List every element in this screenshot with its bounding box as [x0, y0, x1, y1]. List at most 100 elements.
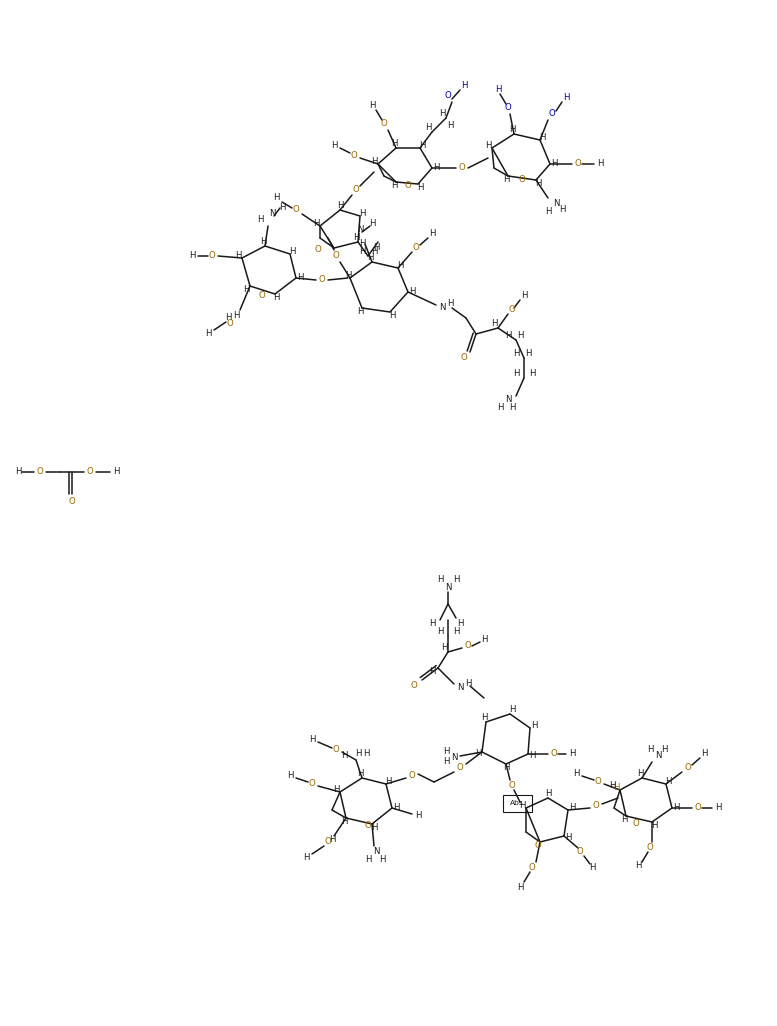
Text: H: H: [303, 854, 309, 863]
Text: H: H: [331, 141, 337, 150]
Text: H: H: [341, 751, 347, 760]
Text: O: O: [350, 152, 357, 160]
Text: H: H: [481, 635, 487, 644]
Text: H: H: [519, 801, 525, 811]
Text: O: O: [364, 822, 371, 830]
Text: H: H: [481, 713, 487, 722]
Text: O: O: [458, 163, 465, 172]
Text: H: H: [447, 299, 453, 308]
Text: H: H: [341, 817, 347, 826]
Text: H: H: [391, 182, 397, 191]
Text: H: H: [505, 330, 511, 340]
Text: H: H: [429, 668, 435, 676]
Text: H: H: [345, 271, 351, 279]
Text: H: H: [453, 576, 459, 585]
Text: H: H: [621, 815, 627, 824]
Text: H: H: [225, 314, 232, 322]
Text: O: O: [308, 780, 315, 789]
Text: N: N: [451, 753, 457, 762]
Text: Abs: Abs: [510, 800, 524, 806]
Text: O: O: [504, 104, 511, 113]
Text: H: H: [529, 751, 535, 760]
Text: H: H: [441, 643, 448, 653]
Text: O: O: [509, 306, 515, 315]
Text: H: H: [715, 803, 721, 813]
Text: O: O: [695, 803, 702, 813]
Text: H: H: [364, 856, 371, 865]
Text: O: O: [465, 641, 472, 650]
Text: O: O: [457, 763, 463, 773]
FancyBboxPatch shape: [503, 794, 531, 812]
Text: H: H: [509, 403, 515, 412]
Text: O: O: [444, 91, 451, 101]
Text: N: N: [457, 683, 463, 693]
Text: H: H: [613, 784, 619, 792]
Text: H: H: [485, 142, 491, 151]
Text: H: H: [465, 679, 471, 688]
Text: O: O: [405, 182, 411, 191]
Text: H: H: [433, 163, 439, 172]
Text: O: O: [293, 205, 299, 214]
Text: H: H: [636, 770, 643, 779]
Text: H: H: [565, 833, 571, 842]
Text: H: H: [273, 194, 279, 202]
Text: O: O: [518, 175, 525, 185]
Text: O: O: [535, 841, 542, 851]
Text: H: H: [531, 721, 537, 731]
Text: H: H: [353, 234, 359, 242]
Text: H: H: [369, 102, 375, 111]
Text: H: H: [388, 312, 395, 320]
Text: H: H: [308, 736, 315, 745]
Text: H: H: [491, 318, 497, 327]
Text: H: H: [673, 803, 679, 813]
Text: H: H: [569, 803, 575, 813]
Text: H: H: [371, 158, 378, 166]
Text: H: H: [369, 220, 375, 229]
Text: O: O: [333, 746, 340, 754]
Text: H: H: [371, 247, 378, 256]
Text: H: H: [333, 786, 340, 794]
Text: H: H: [397, 261, 403, 270]
Text: H: H: [529, 369, 535, 379]
Text: H: H: [475, 750, 481, 758]
Text: O: O: [594, 778, 601, 787]
Text: H: H: [419, 141, 425, 150]
Text: N: N: [357, 226, 364, 235]
Text: O: O: [259, 291, 266, 301]
Text: N: N: [439, 303, 445, 312]
Text: H: H: [457, 620, 463, 629]
Text: H: H: [371, 824, 378, 832]
Text: H: H: [409, 287, 415, 297]
Text: H: H: [289, 247, 295, 256]
Text: O: O: [333, 251, 340, 261]
Text: H: H: [503, 763, 509, 773]
Text: H: H: [597, 159, 603, 168]
Text: O: O: [86, 468, 93, 476]
Text: H: H: [517, 883, 523, 893]
Text: H: H: [551, 159, 557, 168]
Text: H: H: [425, 123, 431, 132]
Text: H: H: [497, 403, 503, 412]
Text: O: O: [227, 319, 233, 328]
Text: H: H: [256, 215, 263, 225]
Text: O: O: [593, 801, 599, 811]
Text: H: H: [589, 864, 595, 872]
Text: N: N: [444, 584, 451, 592]
Text: O: O: [575, 159, 581, 168]
Text: H: H: [495, 85, 501, 94]
Text: H: H: [429, 230, 435, 238]
Text: H: H: [535, 180, 542, 189]
Text: O: O: [381, 119, 388, 128]
Text: H: H: [563, 93, 570, 103]
Text: N: N: [269, 209, 275, 219]
Text: O: O: [325, 837, 331, 846]
Text: H: H: [357, 770, 364, 779]
Text: H: H: [189, 251, 195, 261]
Text: H: H: [513, 369, 519, 379]
Text: H: H: [509, 125, 515, 134]
Text: H: H: [635, 862, 641, 870]
Text: H: H: [509, 706, 515, 714]
Text: H: H: [355, 750, 361, 758]
Text: O: O: [509, 781, 515, 789]
Text: O: O: [646, 843, 653, 853]
